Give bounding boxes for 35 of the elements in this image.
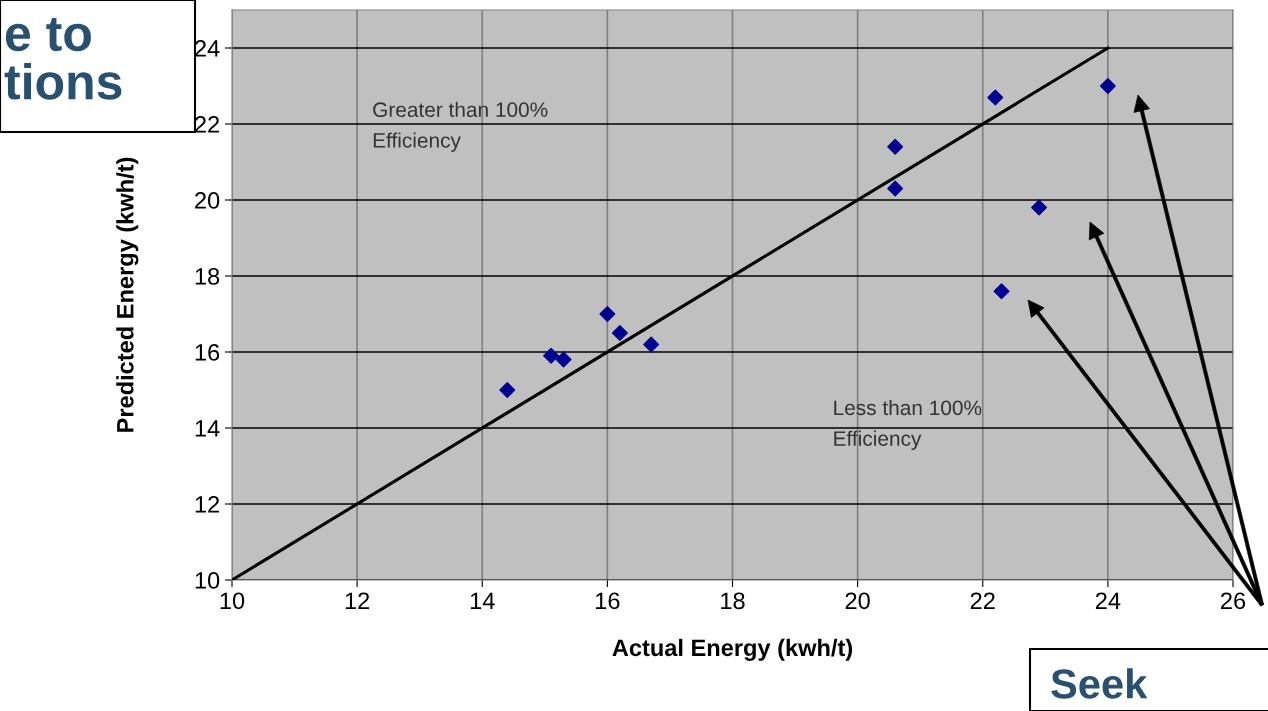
point xyxy=(1031,199,1048,216)
y-tick-label: 20 xyxy=(195,192,220,209)
point xyxy=(499,382,516,398)
text: Seek xyxy=(1051,668,1148,699)
x-tick-label: 24 xyxy=(1095,592,1121,609)
y-tick-label: 14 xyxy=(195,420,220,437)
annotation: Greater than 100% Efficiency xyxy=(373,101,548,152)
y-tick-label: 22 xyxy=(195,116,220,133)
y-tick-label: 24 xyxy=(195,40,220,57)
text: e to tions xyxy=(4,18,122,100)
y-axis-title: Predicted Energy (kwh/t) xyxy=(116,157,139,432)
point xyxy=(643,336,660,353)
point xyxy=(599,306,616,322)
x-tick-label: 14 xyxy=(470,592,495,609)
y-tick-label: 12 xyxy=(195,496,220,513)
x-tick-label: 26 xyxy=(1221,592,1246,610)
annotation: Less than 100% Efficiency xyxy=(834,399,982,451)
point xyxy=(987,89,1004,106)
x-tick-label: 22 xyxy=(970,592,995,609)
y-tick-label: 16 xyxy=(195,344,220,361)
point xyxy=(887,138,904,155)
x-axis-title: Actual Energy (kwh/t) xyxy=(612,638,853,661)
point xyxy=(543,347,560,364)
point xyxy=(1099,78,1116,94)
point xyxy=(993,283,1010,300)
y-tick-label: 10 xyxy=(195,572,220,589)
x-tick-label: 18 xyxy=(721,592,745,610)
point xyxy=(887,180,904,197)
x-tick-label: 10 xyxy=(220,592,245,610)
y-tick-label: 18 xyxy=(195,268,220,285)
x-tick-label: 16 xyxy=(596,592,620,610)
x-tick-label: 12 xyxy=(345,592,370,609)
x-tick-label: 20 xyxy=(845,592,870,610)
point xyxy=(611,325,628,341)
point xyxy=(555,351,572,368)
